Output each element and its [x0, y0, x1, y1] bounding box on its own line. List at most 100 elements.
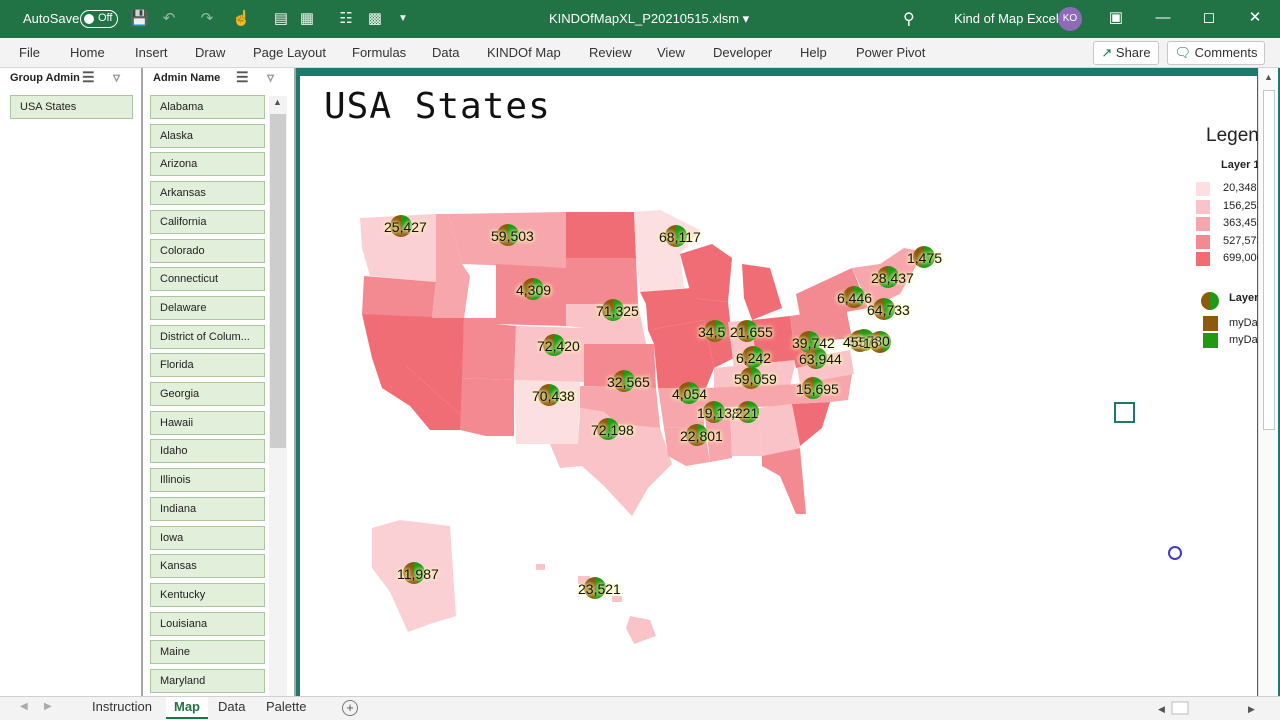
pie-marker[interactable] [869, 331, 891, 353]
customize-qat-icon[interactable]: ▼ [398, 13, 408, 24]
slicer-item-colorado[interactable]: Colorado [150, 238, 265, 263]
scroll-thumb[interactable] [270, 114, 286, 448]
comments-button[interactable]: 🗨 Comments [1167, 41, 1265, 65]
slicer-item-connecticut[interactable]: Connecticut [150, 267, 265, 292]
slicer-item-illinois[interactable]: Illinois [150, 468, 265, 493]
tab-draw[interactable]: Draw [195, 45, 226, 60]
close-icon[interactable]: ✕ [1248, 9, 1262, 26]
pie-marker[interactable] [522, 278, 544, 300]
tab-file[interactable]: File [19, 45, 40, 60]
tab-insert[interactable]: Insert [135, 45, 168, 60]
state-hawaii-4[interactable] [626, 616, 656, 644]
slicer-item-kansas[interactable]: Kansas [150, 554, 265, 579]
slicer-item-kentucky[interactable]: Kentucky [150, 582, 265, 607]
state-kansas[interactable] [584, 344, 656, 388]
avatar[interactable]: KO [1058, 7, 1082, 31]
horizontal-scrollbar[interactable]: ◀ ▶ [1152, 699, 1260, 717]
tab-developer[interactable]: Developer [713, 45, 773, 60]
slicer-item-alaska[interactable]: Alaska [150, 123, 265, 148]
state-iowa[interactable] [640, 288, 704, 330]
pie-marker[interactable] [538, 384, 560, 406]
state-nevada[interactable] [406, 316, 464, 416]
clear-filter-icon[interactable]: ▿ [267, 69, 275, 85]
prev-sheet-icon[interactable]: ◀ [20, 701, 28, 712]
tab-page-layout[interactable]: Page Layout [253, 45, 327, 60]
scroll-thumb[interactable] [1263, 90, 1275, 430]
state-south-dakota[interactable] [566, 258, 638, 304]
autosave-toggle[interactable]: Off [80, 10, 118, 28]
tab-formulas[interactable]: Formulas [352, 45, 407, 60]
chart-icon[interactable]: ▤ [273, 10, 289, 27]
search-icon[interactable]: ⚲ [903, 11, 915, 28]
maximize-icon[interactable]: ◻ [1202, 9, 1216, 26]
file-title[interactable]: KINDOfMapXL_P20210515.xlsm ▾ [549, 11, 750, 26]
state-nebraska[interactable] [566, 304, 646, 344]
pie-marker[interactable] [613, 370, 635, 392]
slicer-item-florida[interactable]: Florida [150, 353, 265, 378]
multi-select-icon[interactable]: ☰ [82, 69, 95, 85]
pie-marker[interactable] [602, 299, 624, 321]
tab-help[interactable]: Help [800, 45, 827, 60]
slicer-item-usa-states[interactable]: USA States [10, 95, 133, 119]
tab-view[interactable]: View [657, 45, 685, 60]
pie-marker[interactable] [736, 320, 758, 342]
state-texas[interactable] [550, 408, 672, 516]
pie-marker[interactable] [802, 377, 824, 399]
state-oregon[interactable] [362, 276, 436, 318]
pie-marker[interactable] [740, 367, 762, 389]
state-tennessee[interactable] [704, 384, 800, 408]
pie-marker[interactable] [737, 401, 759, 423]
pie-marker[interactable] [665, 225, 687, 247]
slicer-item-hawaii[interactable]: Hawaii [150, 410, 265, 435]
state-michigan[interactable] [742, 264, 782, 320]
state-missouri[interactable] [648, 320, 714, 388]
pie-marker[interactable] [913, 246, 935, 268]
ribbon-display-icon[interactable]: ▣ [1108, 9, 1124, 26]
slicer-scrollbar[interactable]: ▲ [269, 96, 287, 696]
slicer-item-arkansas[interactable]: Arkansas [150, 181, 265, 206]
state-hawaii-2[interactable] [578, 576, 590, 584]
state-georgia[interactable] [758, 404, 800, 456]
minimize-icon[interactable]: — [1155, 9, 1171, 26]
share-button[interactable]: ↗ Share [1093, 41, 1159, 65]
clear-filter-icon[interactable]: ▿ [113, 69, 121, 85]
slicer-item-indiana[interactable]: Indiana [150, 496, 265, 521]
state-arizona[interactable] [460, 378, 514, 436]
pie-marker[interactable] [497, 224, 519, 246]
selected-shape-handle[interactable] [1114, 402, 1135, 423]
state-hawaii-3[interactable] [612, 596, 622, 602]
pie-marker[interactable] [543, 334, 565, 356]
sheet-tab-palette[interactable]: Palette [266, 699, 307, 714]
scroll-up-icon[interactable]: ▲ [1264, 72, 1273, 82]
pivot-icon[interactable]: ▦ [299, 10, 315, 27]
state-california[interactable] [362, 314, 462, 430]
sheet-tab-instruction[interactable]: Instruction [92, 699, 152, 714]
slicer-item-idaho[interactable]: Idaho [150, 439, 265, 464]
state-utah[interactable] [462, 318, 516, 380]
state-washington[interactable] [360, 214, 436, 282]
slicer-item-georgia[interactable]: Georgia [150, 382, 265, 406]
pie-marker[interactable] [390, 215, 412, 237]
pie-marker[interactable] [686, 424, 708, 446]
vertical-scrollbar[interactable]: ▲ [1258, 68, 1278, 696]
save-icon[interactable]: 💾 [130, 10, 149, 27]
usa-map[interactable] [0, 68, 1280, 696]
pie-marker[interactable] [873, 298, 895, 320]
form-icon[interactable]: ▩ [367, 10, 383, 27]
tab-power-pivot[interactable]: Power Pivot [856, 45, 926, 60]
state-wisconsin[interactable] [680, 244, 732, 302]
document-icon[interactable]: ☷ [339, 10, 353, 27]
state-new-mexico[interactable] [514, 380, 580, 444]
slicer-item-arizona[interactable]: Arizona [150, 152, 265, 177]
tab-data[interactable]: Data [432, 45, 460, 60]
slicer-item-maryland[interactable]: Maryland [150, 669, 265, 693]
slicer-item-delaware[interactable]: Delaware [150, 295, 265, 320]
multi-select-icon[interactable]: ☰ [236, 69, 249, 85]
pie-marker[interactable] [742, 346, 764, 368]
state-south-carolina[interactable] [792, 402, 830, 446]
pie-marker[interactable] [597, 418, 619, 440]
next-sheet-icon[interactable]: ▶ [44, 701, 52, 712]
pie-marker[interactable] [704, 320, 726, 342]
pie-marker[interactable] [805, 347, 827, 369]
pie-marker[interactable] [703, 401, 725, 423]
